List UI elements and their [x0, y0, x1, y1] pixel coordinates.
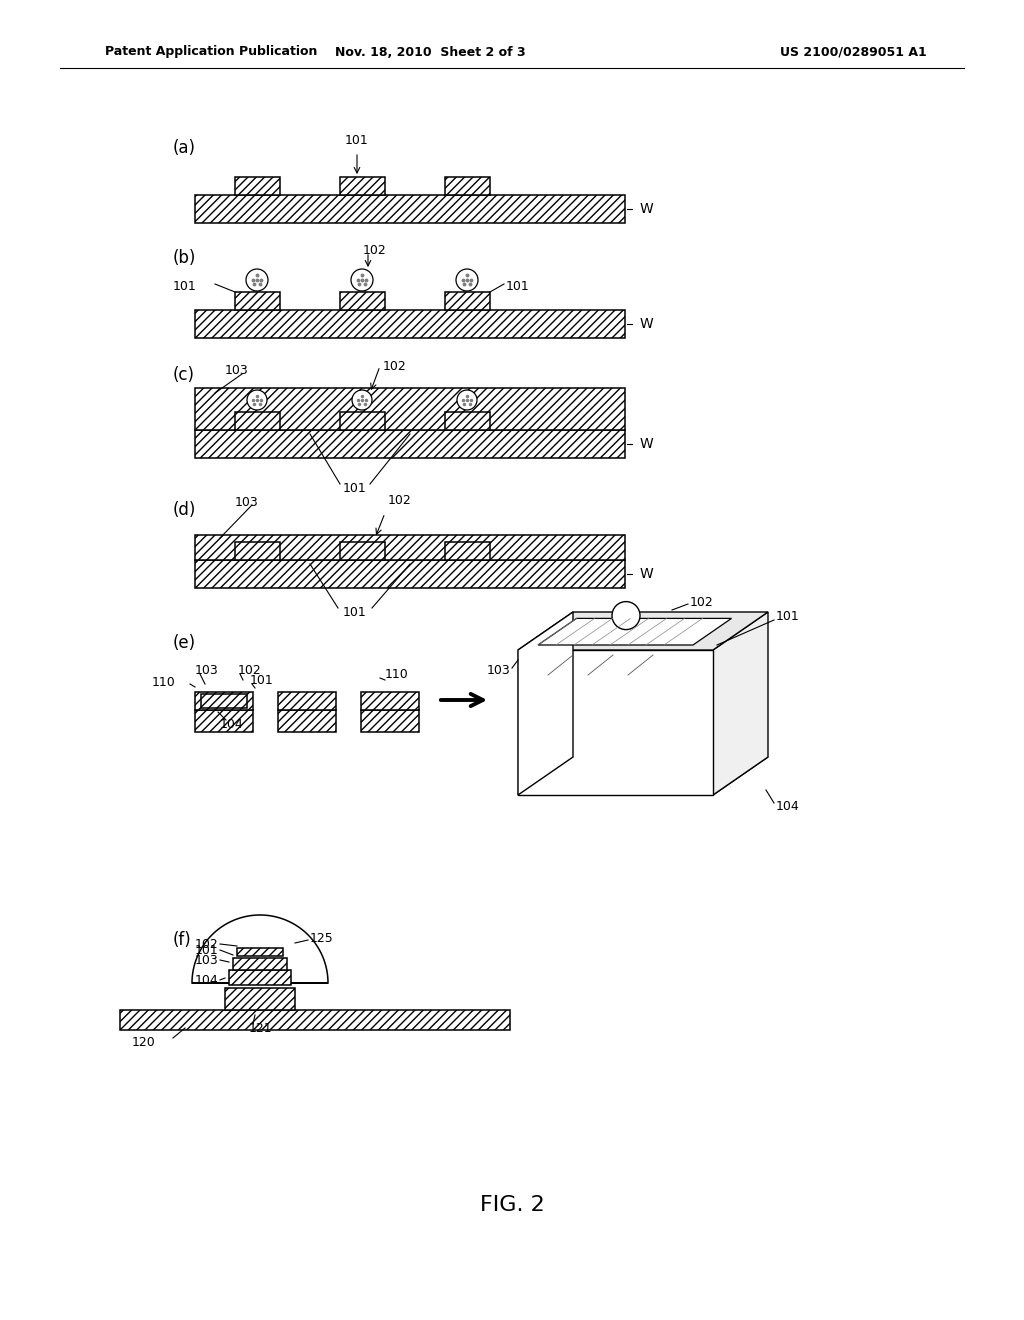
Bar [361, 710, 419, 733]
Text: (a): (a) [173, 139, 196, 157]
Circle shape [246, 269, 268, 290]
Text: 102: 102 [690, 595, 714, 609]
Text: 104: 104 [220, 718, 244, 730]
Bar [340, 543, 385, 560]
Text: 103: 103 [486, 664, 510, 676]
Text: 125: 125 [310, 932, 334, 945]
Bar [195, 560, 625, 587]
Bar [445, 543, 490, 560]
Circle shape [456, 269, 478, 290]
Polygon shape [538, 618, 731, 645]
Bar [234, 177, 280, 195]
Text: 101: 101 [343, 482, 367, 495]
Text: (e): (e) [173, 634, 197, 652]
Circle shape [352, 389, 372, 411]
Bar [234, 412, 280, 430]
Text: W: W [640, 568, 653, 581]
Text: W: W [640, 437, 653, 451]
Bar [120, 1010, 510, 1030]
Text: US 2100/0289051 A1: US 2100/0289051 A1 [780, 45, 927, 58]
Text: 110: 110 [152, 676, 175, 689]
Text: Patent Application Publication: Patent Application Publication [105, 45, 317, 58]
Polygon shape [518, 612, 768, 649]
Bar [445, 177, 490, 195]
Text: 101: 101 [345, 133, 369, 147]
Bar [237, 948, 283, 956]
Text: 102: 102 [383, 360, 407, 374]
Polygon shape [518, 649, 713, 795]
Bar [195, 710, 253, 733]
Text: 101: 101 [195, 944, 218, 957]
Text: 101: 101 [343, 606, 367, 619]
Bar [234, 292, 280, 310]
Bar [233, 958, 287, 970]
Text: 102: 102 [195, 937, 218, 950]
Bar [445, 292, 490, 310]
Bar [234, 543, 280, 560]
Text: W: W [640, 317, 653, 331]
Text: 103: 103 [195, 664, 219, 676]
Text: Nov. 18, 2010  Sheet 2 of 3: Nov. 18, 2010 Sheet 2 of 3 [335, 45, 525, 58]
Text: FIG. 2: FIG. 2 [479, 1195, 545, 1214]
Bar [229, 970, 291, 985]
Text: (c): (c) [173, 366, 195, 384]
Bar [195, 535, 625, 560]
Bar [278, 692, 336, 710]
Text: 101: 101 [250, 673, 273, 686]
Text: 102: 102 [388, 494, 412, 507]
Text: 121: 121 [248, 1022, 271, 1035]
Bar [278, 710, 336, 733]
Bar [195, 430, 625, 458]
Text: 120: 120 [131, 1035, 155, 1048]
Bar [195, 692, 253, 710]
Text: 103: 103 [195, 953, 218, 966]
Circle shape [247, 389, 267, 411]
Text: 102: 102 [238, 664, 262, 676]
Text: 103: 103 [224, 363, 248, 376]
Circle shape [457, 389, 477, 411]
Text: 104: 104 [776, 800, 800, 813]
Text: (f): (f) [173, 931, 191, 949]
Bar [195, 388, 625, 430]
Bar [201, 694, 247, 708]
Text: (d): (d) [173, 502, 197, 519]
Bar [445, 412, 490, 430]
Text: (b): (b) [173, 249, 197, 267]
Text: 102: 102 [364, 244, 387, 257]
Text: 101: 101 [172, 281, 196, 293]
Polygon shape [518, 756, 768, 795]
Bar [340, 177, 385, 195]
Bar [340, 412, 385, 430]
Polygon shape [193, 915, 328, 983]
Polygon shape [518, 612, 573, 795]
Bar [195, 310, 625, 338]
Polygon shape [713, 612, 768, 795]
Circle shape [351, 269, 373, 290]
Bar [195, 195, 625, 223]
Text: 101: 101 [506, 281, 529, 293]
Text: 101: 101 [776, 610, 800, 623]
Text: W: W [640, 202, 653, 216]
Bar [340, 292, 385, 310]
Text: 104: 104 [195, 974, 218, 986]
Bar [361, 692, 419, 710]
Text: 110: 110 [385, 668, 409, 681]
Text: 103: 103 [234, 495, 258, 508]
Bar [225, 987, 295, 1010]
Circle shape [612, 602, 640, 630]
